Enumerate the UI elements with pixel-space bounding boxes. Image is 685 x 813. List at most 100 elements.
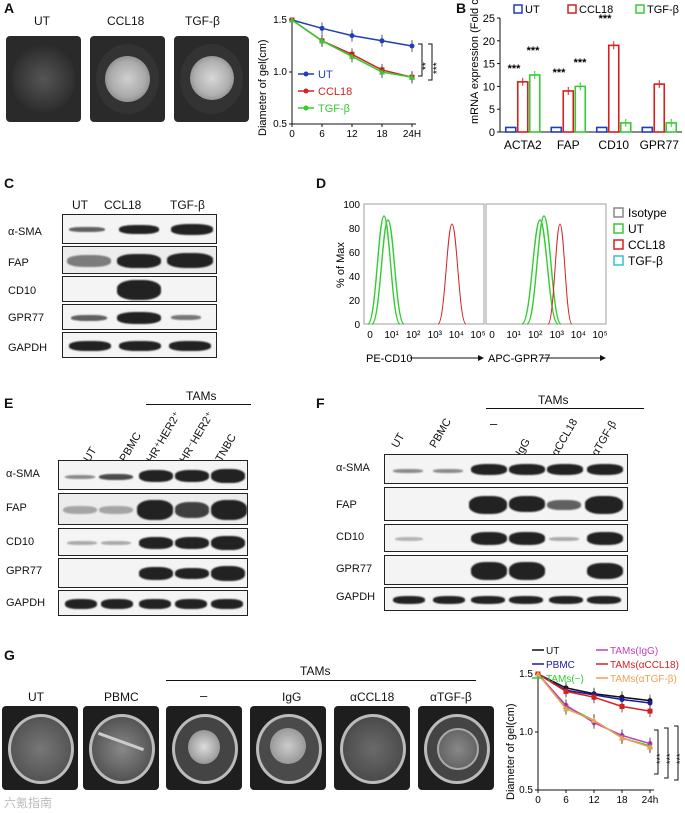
chart-a-sig-label: *** — [432, 62, 443, 74]
chart-b-category-label: ACTA2 — [504, 138, 542, 152]
chart-g-ytick-label: 1.5 — [519, 669, 533, 680]
chart-b-ytick-label: 0 — [489, 127, 495, 139]
chart-d-xlabel: APC-GPR77 — [488, 353, 550, 365]
gel-dish-ut — [6, 36, 81, 122]
chart-d-curve-ccl18-2 — [547, 223, 573, 325]
chart-d-legend-label: UT — [628, 222, 645, 236]
panel-label-d: D — [316, 175, 327, 191]
g-dish-label-pbmc: PBMC — [104, 690, 139, 704]
panel-label-e: E — [4, 395, 14, 411]
chart-g-sig-bracket — [664, 727, 669, 779]
chart-a-ytick-label: 1.0 — [273, 67, 287, 78]
g-dish-ut — [2, 706, 78, 790]
g-dish-label-none: – — [200, 688, 208, 703]
chart-b-ytick-label: 20 — [483, 36, 495, 48]
e-group-line — [146, 404, 251, 405]
f-row-gpr77: GPR77 — [336, 563, 373, 575]
chart-a-legend-marker — [303, 88, 309, 94]
chart-d-xtick-label: 10⁴ — [449, 330, 464, 341]
chart-g-ytick-label: 1.0 — [519, 727, 533, 738]
chart-a-data-point — [349, 33, 355, 39]
chart-g-data-point — [647, 700, 653, 706]
f-col-none: – — [490, 416, 498, 431]
c-blot-cd10 — [62, 276, 217, 302]
chart-a-data-point — [319, 37, 325, 44]
dish-label-ut: UT — [34, 14, 50, 28]
g-dish-label-igg: IgG — [282, 690, 302, 704]
chart-d-curve-ccl18 — [437, 223, 467, 325]
panel-label-c: C — [4, 175, 15, 191]
chart-b-category-label: GPR77 — [640, 138, 680, 152]
chart-g-legend-label: TAMs(αCCL18) — [610, 660, 679, 671]
e-blot-fap — [58, 493, 248, 525]
chart-g-sig-bracket — [654, 729, 659, 775]
chart-g-xtick-label: 12 — [588, 795, 600, 806]
e-blot-asma — [58, 460, 248, 490]
chart-d-xtick-label: 10¹ — [506, 330, 521, 341]
g-dish-pbmc — [83, 706, 159, 790]
chart-d-frame — [363, 203, 485, 325]
chart-b-ytick-label: 5 — [489, 104, 495, 116]
chart-b-sig-label: *** — [599, 13, 613, 25]
chart-g-xtick-label: 6 — [563, 795, 569, 806]
panel-label-g: G — [4, 647, 15, 663]
chart-d-legend-swatch — [613, 255, 624, 266]
chart-a-data-point — [349, 53, 355, 59]
chart-d-curve-tgf — [371, 219, 405, 325]
chart-b-bar — [528, 74, 541, 133]
c-blot-gpr77 — [62, 304, 217, 330]
panel-label-b: B — [456, 0, 467, 16]
chart-d-curve-ut-2 — [521, 219, 559, 325]
f-row-fap: FAP — [336, 499, 357, 511]
c-row-gpr77: GPR77 — [8, 312, 45, 324]
chart-d-xtick-label: 10³ — [550, 330, 565, 341]
e-group-label: TAMs — [186, 389, 217, 403]
chart-a-sig-bracket — [418, 43, 423, 77]
chart-g-data-point — [619, 734, 625, 741]
c-col-ccl18: CCL18 — [104, 198, 142, 212]
chart-b-bar — [641, 126, 654, 133]
chart-b-legend-label: TGF-β — [647, 4, 679, 16]
g-group-label: TAMs — [300, 664, 331, 678]
chart-d-legend-swatch — [613, 239, 624, 250]
chart-d-xlabel: PE-CD10 — [366, 353, 412, 365]
chart-g-ytick-label: 0.5 — [519, 785, 533, 796]
c-blot-fap — [62, 246, 217, 274]
chart-a-data-point — [289, 17, 295, 23]
c-row-gapdh: GAPDH — [8, 342, 48, 354]
chart-d-xtick-label: 10⁵ — [592, 330, 607, 341]
chart-d-ytick-label: 100 — [343, 200, 360, 211]
chart-a-data-point — [409, 43, 415, 49]
chart-b-category-label: FAP — [557, 138, 580, 152]
chart-b-legend-swatch — [635, 4, 645, 14]
chart-b-bar — [653, 83, 666, 133]
chart-g-sig-label: *** — [655, 753, 665, 764]
chart-g-gel-diameter: Diameter of gel(cm) 0 6 12 18 24h 0.5 1.0 1.5 UT… — [505, 646, 685, 806]
c-col-ut: UT — [72, 198, 88, 212]
watermark: 六氪指南 — [4, 796, 53, 810]
chart-d-legend-swatch — [613, 207, 624, 218]
chart-a-gel-diameter: Diameter of gel(cm) 0 6 12 18 24H 0.5 1.0 1.5 UT… — [257, 15, 443, 140]
chart-d-legend-label: TGF-β — [628, 254, 663, 268]
chart-a-data-point — [409, 74, 415, 80]
g-dish-tams-atgf — [418, 706, 494, 790]
e-blot-gpr77 — [58, 558, 248, 588]
panel-label-f: F — [316, 395, 325, 411]
chart-b-bar — [550, 126, 563, 133]
chart-g-legend-label: TAMs(IgG) — [610, 646, 658, 657]
chart-g-legend-label: TAMs(−) — [546, 674, 584, 685]
chart-d-ylabel: % of Max — [335, 242, 347, 288]
chart-a-legend-label: TGF-β — [318, 103, 350, 115]
chart-g-legend-label: UT — [546, 646, 559, 657]
f-blot-asma — [384, 454, 628, 484]
f-row-cd10: CD10 — [336, 531, 365, 543]
chart-g-legend-label: PBMC — [546, 660, 575, 671]
g-dish-tams-none — [166, 706, 242, 790]
c-col-tgf: TGF-β — [170, 198, 205, 212]
g-dish-tams-accl18 — [334, 706, 410, 790]
chart-g-xtick-label: 0 — [535, 795, 541, 806]
chart-d-xtick-label: 10² — [528, 330, 543, 341]
f-col-pbmc: PBMC — [427, 416, 454, 450]
chart-a-ylabel: Diameter of gel(cm) — [257, 39, 269, 136]
chart-d-frame — [485, 203, 607, 325]
